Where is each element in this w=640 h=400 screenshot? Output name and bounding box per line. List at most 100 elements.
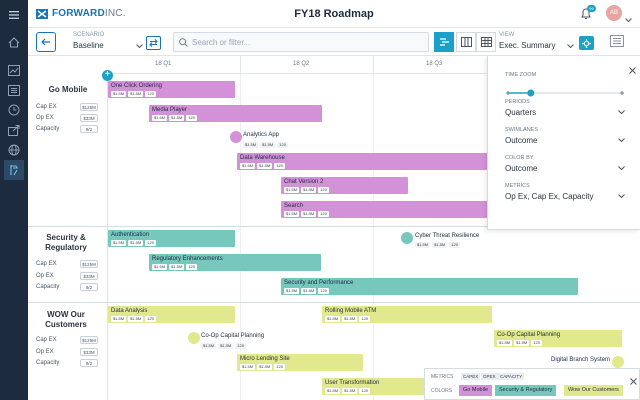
capex-chip: $1.5M xyxy=(284,187,300,193)
legend-color: Go Mobile xyxy=(459,385,493,396)
roadmap-item[interactable]: Micro Lending Site $1.5M $1.5M 120 xyxy=(237,354,363,371)
home-icon[interactable] xyxy=(4,32,24,52)
item-metrics: $1.5M $1.5M 120 xyxy=(111,91,156,97)
roadmap-icon[interactable] xyxy=(4,160,24,180)
capacity-label: Capacity xyxy=(36,360,60,366)
view-select[interactable]: Exec. Summary xyxy=(499,41,575,50)
capacity-chip: 120 xyxy=(531,340,542,346)
milestone-marker[interactable] xyxy=(230,131,242,143)
roadmap-item[interactable]: Regulatory Enhancements $1.5M $1.5M 120 xyxy=(149,254,321,271)
swimlanes-label: SWIMLANES xyxy=(505,127,539,133)
close-icon[interactable] xyxy=(629,61,636,79)
capacity-chip: 120 xyxy=(145,240,156,246)
periods-label: PERIODS xyxy=(505,99,530,105)
opex-chip: $1.5M xyxy=(514,340,530,346)
chevron-down-icon xyxy=(567,44,574,49)
swimlanes-value: Outcome xyxy=(505,136,538,145)
grid-view-button[interactable] xyxy=(476,32,496,52)
back-button[interactable] xyxy=(36,32,56,52)
globe-icon[interactable] xyxy=(4,140,24,160)
roadmap-item[interactable]: Security and Performance $1.5M $1.5M 120 xyxy=(281,278,578,295)
roadmap-item[interactable]: Data Warehouse $1.5M $1.5M 120 xyxy=(237,153,489,170)
bell-icon[interactable]: 99 xyxy=(580,5,596,21)
item-title: Authentication xyxy=(111,232,150,238)
roadmap-item[interactable]: One Click Ordering $1.5M $1.5M 120 xyxy=(108,81,235,98)
opex-chip: $1.5M xyxy=(260,142,276,148)
roadmap-item[interactable]: Rolling Mobile ATM $1.5M $1.5M 120 xyxy=(322,306,492,323)
list-icon[interactable] xyxy=(4,80,24,100)
export-icon[interactable] xyxy=(4,120,24,140)
roadmap-item[interactable]: User Transformation $1.5M $1.5M 120 xyxy=(322,378,426,395)
milestone-marker[interactable] xyxy=(188,332,200,344)
color-by-label: COLOR BY xyxy=(505,155,534,161)
chart-icon[interactable] xyxy=(4,60,24,80)
add-item-button[interactable]: + xyxy=(102,70,113,81)
menu-icon[interactable] xyxy=(4,5,24,25)
capacity-value: 9/2 xyxy=(80,125,98,133)
opex-value: $33M xyxy=(80,114,98,122)
roadmap-item[interactable]: Co-Op Capital Planning $1.5M $1.5M 120 xyxy=(494,330,622,347)
search-box xyxy=(173,32,429,52)
capex-chip: $1.5M xyxy=(111,316,127,322)
swap-scenario-button[interactable] xyxy=(146,36,161,50)
opex-chip: $1.5M xyxy=(218,343,234,349)
capex-chip: $1.5M xyxy=(325,316,341,322)
item-title: Regulatory Enhancements xyxy=(152,256,223,262)
capacity-chip: 120 xyxy=(274,163,285,169)
roadmap-item[interactable]: Authentication $1.5M $1.5M 120 xyxy=(108,230,235,247)
scenario-label: SCENARIO xyxy=(73,32,105,38)
time-zoom-label: TIME ZOOM xyxy=(505,72,537,78)
legend: METRICS CAPEX OPEX CAPACITY COLORS Go Mo… xyxy=(424,368,640,400)
capex-label: Cap EX xyxy=(36,104,57,110)
metrics-select[interactable]: Op Ex, Cap Ex, Capacity xyxy=(505,192,625,204)
color-by-value: Outcome xyxy=(505,164,538,173)
swap-icon xyxy=(149,39,158,47)
chevron-down-icon xyxy=(618,110,625,115)
chevron-down-icon xyxy=(618,138,625,143)
capacity-chip: 120 xyxy=(359,388,370,394)
item-title: Data Analysis xyxy=(111,308,148,314)
milestone-title: Cyber Threat Resilience xyxy=(415,233,480,239)
roadmap-item[interactable]: Media Player $1.5M $1.5M 120 xyxy=(149,105,322,122)
roadmap-item[interactable]: Data Analysis $1.5M $1.5M 120 xyxy=(108,306,235,323)
view-settings-button[interactable] xyxy=(579,36,594,50)
milestone-marker[interactable] xyxy=(401,232,413,244)
clock-icon[interactable] xyxy=(4,100,24,120)
capacity-chip: 120 xyxy=(318,288,329,294)
chevron-down-icon xyxy=(618,166,625,171)
capacity-chip: 120 xyxy=(145,316,156,322)
swimlanes-select[interactable]: Outcome xyxy=(505,136,625,148)
capacity-chip: 120 xyxy=(359,316,370,322)
opex-chip: $1.5M xyxy=(169,115,185,121)
opex-chip: $1.5M xyxy=(128,91,144,97)
columns-view-button[interactable] xyxy=(456,32,476,52)
capex-value: $125M xyxy=(80,336,98,344)
avatar[interactable]: AB xyxy=(606,5,622,21)
opex-chip: $1.5M xyxy=(301,187,317,193)
milestone-title: Analytics App xyxy=(243,132,280,138)
item-title: Media Player xyxy=(152,107,188,113)
time-zoom-slider[interactable] xyxy=(505,84,625,97)
timeline-icon xyxy=(439,38,449,46)
list-menu-icon[interactable] xyxy=(610,34,624,52)
grid-line xyxy=(373,74,374,400)
milestone-marker[interactable] xyxy=(612,356,624,368)
scenario-select[interactable]: Baseline xyxy=(73,41,143,50)
chevron-down-icon[interactable] xyxy=(625,10,632,28)
opex-label: Op EX xyxy=(36,273,54,279)
capacity-chip: 120 xyxy=(318,187,329,193)
periods-select[interactable]: Quarters xyxy=(505,108,625,120)
roadmap-item[interactable]: Chat Version 2 $1.5M $1.5M 120 xyxy=(281,177,408,194)
search-input[interactable] xyxy=(192,36,424,49)
color-by-select[interactable]: Outcome xyxy=(505,164,625,176)
page-title: FY18 Roadmap xyxy=(294,8,374,20)
columns-icon xyxy=(460,37,472,47)
opex-value: $33M xyxy=(80,348,98,356)
opex-chip: $1.5M xyxy=(257,364,273,370)
close-icon[interactable] xyxy=(630,372,637,390)
scenario-value: Baseline xyxy=(73,41,104,50)
capex-chip: $1.5M xyxy=(152,115,168,121)
roadmap-item[interactable]: Search $1.5M $1.5M 120 xyxy=(281,201,489,218)
timeline-view-button[interactable] xyxy=(434,32,454,52)
capacity-chip: 120 xyxy=(449,242,460,248)
